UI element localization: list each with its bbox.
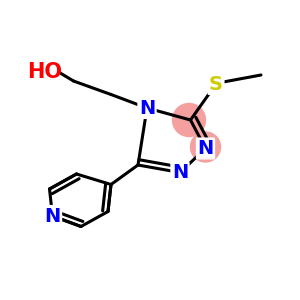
Text: S: S [209,74,223,94]
Text: N: N [139,98,155,118]
Circle shape [190,132,220,162]
Text: N: N [44,206,61,226]
Text: N: N [197,139,214,158]
Circle shape [172,103,206,136]
Text: N: N [172,163,188,182]
Text: HO: HO [28,62,62,82]
